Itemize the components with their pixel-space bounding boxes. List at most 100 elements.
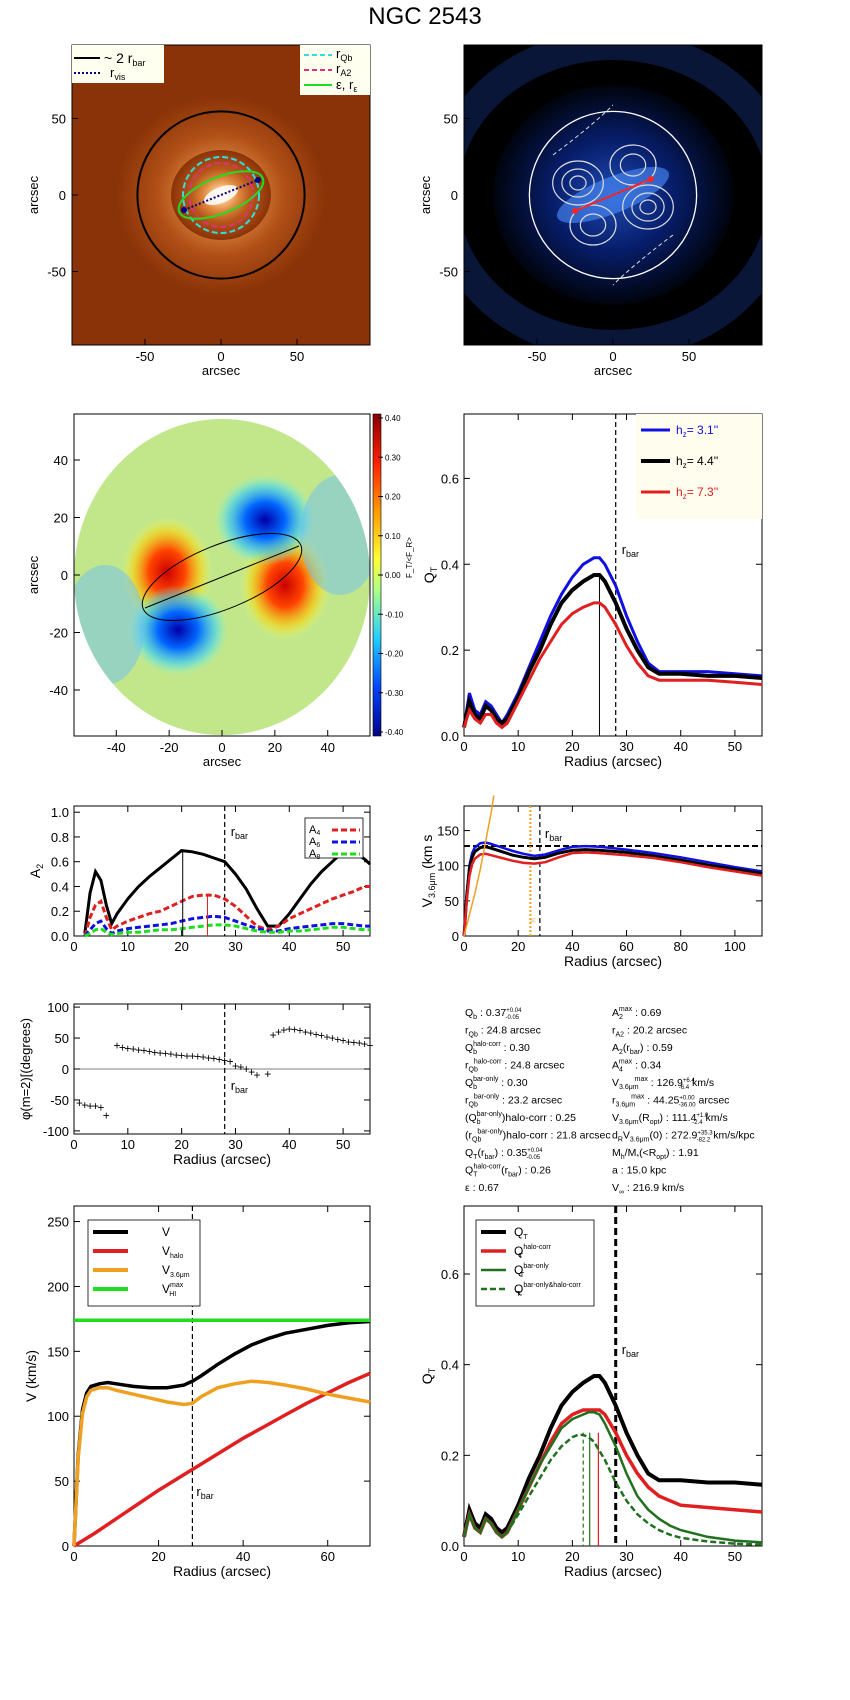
a2-x-tick-label: 40 [282,939,296,954]
galaxy-image-y-tick-label: 50 [52,111,66,126]
stats-row: A2max : 0.69 [612,1006,662,1021]
qth-x-tick-label: 10 [511,1549,525,1564]
rvis-line [183,179,259,211]
phase-x-axis-label: Radius (arcsec) [173,1151,271,1167]
vdec-y-tick-label: 150 [47,1344,69,1359]
phase-point: + [313,1027,320,1041]
stats-row-sub: T [473,1172,478,1179]
a2-y-tick-label: 1.0 [51,805,69,820]
stats-row-sub: b [473,1014,477,1021]
a2-y-tick-label: 0.8 [51,830,69,845]
stats-row-symbol: r [465,1095,469,1107]
phase-point: + [216,1053,223,1067]
force-map-x-tick-label: 0 [218,740,225,755]
phase-point: + [366,1038,373,1052]
phase-point: + [221,1053,228,1067]
stats-row-unit: km/s/kpc [710,1130,754,1142]
qth-legend-label: QT [514,1225,528,1241]
qth-y-tick-label: 0.6 [441,1267,459,1282]
phase-point: + [350,1035,357,1049]
stats-row: Mh/M*(<Ropt) : 1.91 [612,1147,699,1161]
phase-y-tick-label: -100 [43,1124,69,1139]
qt-x-tick-label: 20 [565,739,579,754]
qt-legend-label-value: = 3.1'' [687,423,719,437]
stats-row-symbol: r [465,1060,469,1072]
stats-row-symbol: a [612,1165,618,1177]
phase-point: + [329,1031,336,1045]
phase-point: + [178,1048,185,1062]
residual-bar-end-right [648,176,654,182]
stats-row: V3.6μmmax : 126.9+6.4 -6.4 km/s [612,1076,714,1091]
qth-legend-label-sup: bar-only [523,1263,549,1270]
vdec-legend-label-main: V [162,1263,170,1277]
legend-rvis-label: r [110,65,115,80]
qt-y-axis-label: QT [421,566,439,583]
stats-row-sup: max [619,1006,633,1013]
stats-row-err-minus: -6.4 [679,1085,690,1091]
phase-point: + [361,1037,368,1051]
qth-y-axis-label-sub: T [427,1367,437,1373]
vdec-legend-label: Vmax HI [162,1282,184,1298]
vdec-y-tick-label: 200 [47,1279,69,1294]
qth-series-line [462,1408,763,1540]
stats-row-err-plus: +0.04 [527,1148,543,1154]
phase-point: + [323,1030,330,1044]
phase-x-tick-label: 40 [282,1137,296,1152]
vdec-legend-label-main: V [162,1282,170,1296]
vdec-legend-label-sup: max [170,1282,184,1289]
a2-legend-label: A6 [309,836,320,849]
force-map-x-axis-label: arcsec [203,754,242,769]
stats-row-sup: bar-only [477,1129,503,1136]
vdec-x-tick-label: 60 [320,1549,334,1564]
vdec-legend-label-sub: 3.6μm [170,1272,190,1279]
phase-point: + [140,1043,147,1057]
qt-legend-label-main: h [676,423,683,437]
stats-row: A4max : 0.34 [612,1059,662,1074]
stats-row-sub: 3.6μm [619,1084,639,1091]
qth-legend-label-main: Q [514,1225,523,1239]
epsilon-ellipse [177,170,265,220]
phase-point: + [194,1050,201,1064]
stats-row-symbol: V [612,1077,619,1089]
v36-series-line [462,841,763,937]
v36-rbar-label-sub: bar [549,833,562,843]
qth-legend-label: Qhalo-corr T [514,1244,552,1260]
ra2-circle [188,162,254,228]
qt-y-axis-label-main: Q [421,572,437,583]
qt-series-line [462,601,763,730]
phase-point: + [173,1048,180,1062]
stats-row-inner-sub: bar [484,1154,495,1161]
rvis-endpoint-left [181,207,187,213]
stats-row-err-minus: -82.2 [697,1138,711,1144]
phase-point: + [345,1035,352,1049]
stats-row-inner-sub: bar [630,1049,641,1056]
rvis-endpoint-right [255,177,261,183]
stats-row-value: : 0.69 [632,1007,661,1019]
force-map-y-tick-label: -20 [49,626,68,641]
galaxy-image-y-tick-label: 0 [59,188,66,203]
qth-legend-label-main: Q [514,1263,523,1277]
a2-plot-frame [73,805,371,937]
a2-legend-label-sub: 8 [316,854,320,861]
colorbar-tick-label: 0.40 [385,414,401,423]
vdec-rbar-label-main: r [196,1484,201,1499]
qth-x-tick-label: 50 [728,1549,742,1564]
stats-row-err-minus: -0.05 [526,1155,540,1161]
stats-row-symbol: ε [465,1182,470,1194]
vdec-y-tick-label: 250 [47,1215,69,1230]
stats-row-symbol: Q [465,1042,473,1054]
stats-row: Qbbar-only : 0.30 [465,1076,528,1091]
bar-major-axis [144,545,300,609]
force-contour [561,168,595,198]
stats-row-sub: b [473,1084,477,1091]
phase-x-tick-label: 30 [228,1137,242,1152]
stats-row-value: : 24.8 arcsec [478,1025,541,1037]
vdec-series-line [72,1379,371,1547]
stats-row: dRV3.6μm(0) : 272.9+35.3 -82.2 km/s/kpc [612,1130,755,1144]
colorbar-tick-label: 0.30 [385,453,401,462]
svg-text:~ 2 rbar: ~ 2 rbar [104,50,145,68]
stats-row-sub: Qb [469,1067,478,1074]
phase-x-tick-label: 50 [336,1137,350,1152]
